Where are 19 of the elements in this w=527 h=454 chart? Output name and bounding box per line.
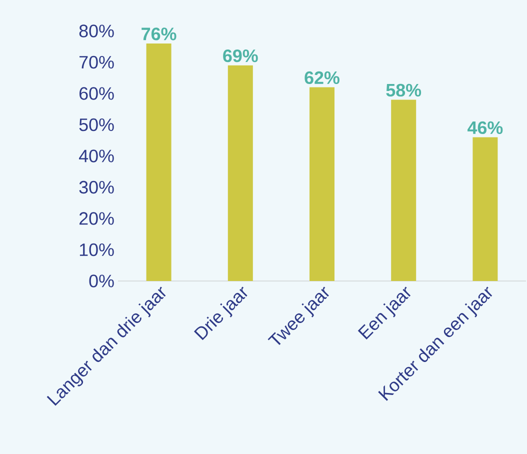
bar (146, 44, 172, 281)
y-tick-label: 80% (79, 24, 114, 38)
y-tick-label: 0% (89, 274, 114, 288)
y-tick-label: 20% (79, 212, 114, 225)
data-label: 62% (304, 71, 340, 84)
data-label: 58% (386, 84, 422, 97)
y-tick-label: 10% (80, 243, 114, 256)
bar (391, 100, 416, 281)
bar (310, 87, 334, 281)
bar (472, 137, 498, 281)
data-label: 76% (142, 28, 176, 40)
y-tick-label: 50% (79, 118, 114, 132)
y-tick-label: 40% (78, 150, 114, 162)
data-label: 69% (223, 49, 258, 62)
y-tick-label: 30% (79, 180, 114, 194)
data-label: 46% (468, 121, 503, 134)
y-tick-label: 70% (80, 56, 114, 69)
bar (228, 65, 253, 281)
y-tick-label: 60% (79, 87, 114, 100)
